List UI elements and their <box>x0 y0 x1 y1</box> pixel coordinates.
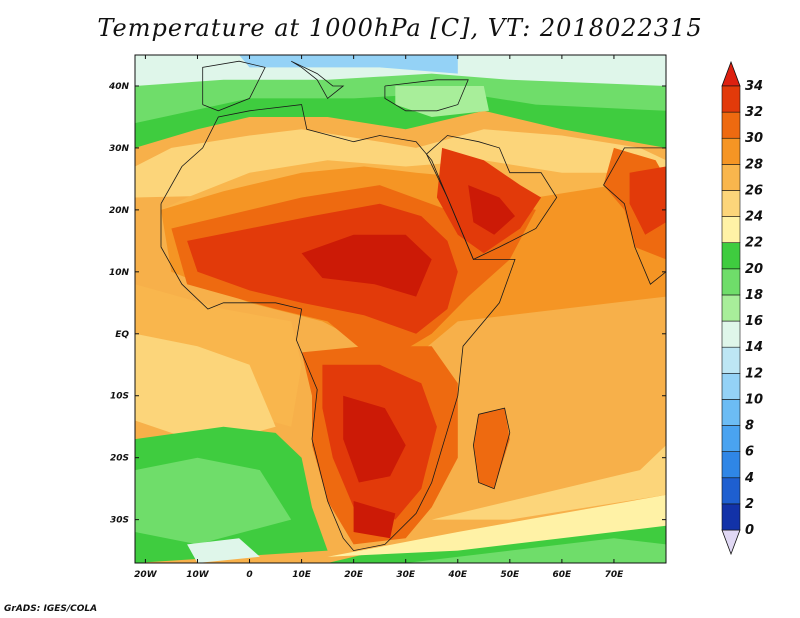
colorbar-under-arrow <box>721 529 741 556</box>
lat-tick-label: 10S <box>110 392 129 402</box>
temperature-region <box>187 538 260 563</box>
colorbar-label: 14 <box>745 340 763 355</box>
lat-tick-label: 10N <box>109 268 130 278</box>
colorbar-swatch <box>721 372 741 400</box>
colorbar-label: 0 <box>745 523 754 538</box>
temperature-region <box>301 234 432 297</box>
lon-tick-label: 10E <box>292 570 312 580</box>
longitude-axis: 20W 10W 0 10E 20E 30E 40E 50E 60E 70E <box>134 55 624 580</box>
colorbar-label: 34 <box>745 79 763 94</box>
colorbar-label: 22 <box>745 236 763 251</box>
lon-tick-label: 70E <box>605 570 625 580</box>
colorbar-label: 10 <box>745 392 763 407</box>
colorbar-label: 28 <box>745 157 763 172</box>
map-frame <box>134 54 667 564</box>
footer-credit: GrADS: IGES/COLA <box>4 604 98 614</box>
land-outline <box>202 60 266 112</box>
temperature-region <box>468 185 515 235</box>
colorbar-over-arrow <box>721 60 741 87</box>
land-outline <box>384 79 469 112</box>
temperature-region <box>327 494 666 557</box>
colorbar-label: 20 <box>745 262 763 277</box>
colorbar-swatch <box>721 399 741 426</box>
temperature-region <box>239 55 458 74</box>
colorbar-swatch <box>721 320 741 348</box>
colorbar-swatch <box>721 137 741 165</box>
lat-tick-label: 30N <box>109 144 130 154</box>
lat-tick-label: 20S <box>110 454 129 464</box>
lon-tick-label: 50E <box>500 570 520 580</box>
colorbar-label: 24 <box>745 210 763 225</box>
temperature-region <box>395 86 489 117</box>
colorbar-label: 4 <box>744 471 754 486</box>
temperature-region <box>473 408 510 489</box>
temperature-region <box>629 166 666 235</box>
colorbar-swatch <box>721 242 741 270</box>
temperature-region <box>431 445 666 520</box>
lon-tick-label: 20W <box>134 570 158 580</box>
lon-tick-label: 10W <box>186 570 210 580</box>
colorbar-swatch <box>721 503 741 531</box>
colorbar-label: 8 <box>745 419 754 434</box>
colorbar-label: 18 <box>745 288 763 303</box>
land-outline <box>472 407 511 490</box>
colorbar-swatch <box>721 85 741 113</box>
lon-tick-label: 20E <box>344 570 364 580</box>
land-outline <box>290 60 345 100</box>
land-outline <box>603 147 666 285</box>
colorbar-swatch <box>721 477 741 505</box>
colorbar-label: 12 <box>745 366 763 381</box>
colorbar-swatch <box>721 111 741 139</box>
temperature-region <box>405 538 666 563</box>
colorbar-label: 6 <box>745 445 754 460</box>
colorbar-swatch <box>721 451 741 479</box>
colorbar-swatch <box>721 268 741 296</box>
map-area <box>135 55 666 563</box>
lon-tick-label: 60E <box>553 570 573 580</box>
map-title: Temperature at 1000hPa [C], VT: 20180223… <box>97 14 703 42</box>
colorbar-swatch <box>721 216 741 244</box>
latitude-axis: 40N 30N 20N 10N EQ 10S 20S 30S <box>108 82 666 526</box>
lon-tick-label: 30E <box>396 570 416 580</box>
land-outlines <box>160 60 666 552</box>
colorbar-swatch <box>721 294 741 322</box>
temperature-region <box>353 501 396 539</box>
lat-tick-label: 40N <box>108 82 130 92</box>
lat-tick-label: EQ <box>115 330 129 340</box>
temperature-region <box>135 333 276 446</box>
lon-tick-label: 40E <box>447 570 468 580</box>
temperature-region <box>135 457 292 545</box>
colorbar-label: 30 <box>745 131 763 146</box>
colorbar-swatch <box>721 164 741 191</box>
colorbar-swatch <box>721 346 741 374</box>
colorbar-label: 2 <box>745 497 754 512</box>
land-outline <box>160 104 516 552</box>
temperature-field <box>135 55 666 563</box>
colorbar-swatch <box>721 425 741 452</box>
colorbar-label: 26 <box>745 183 763 198</box>
lon-tick-label: 0 <box>246 570 252 580</box>
temperature-region <box>343 395 406 483</box>
colorbar-label: 16 <box>745 314 763 329</box>
colorbar-label: 32 <box>745 105 763 120</box>
lat-tick-label: 20N <box>109 206 130 216</box>
land-outline <box>426 135 558 260</box>
lat-tick-label: 30S <box>110 516 129 526</box>
colorbar-swatch <box>721 190 741 217</box>
